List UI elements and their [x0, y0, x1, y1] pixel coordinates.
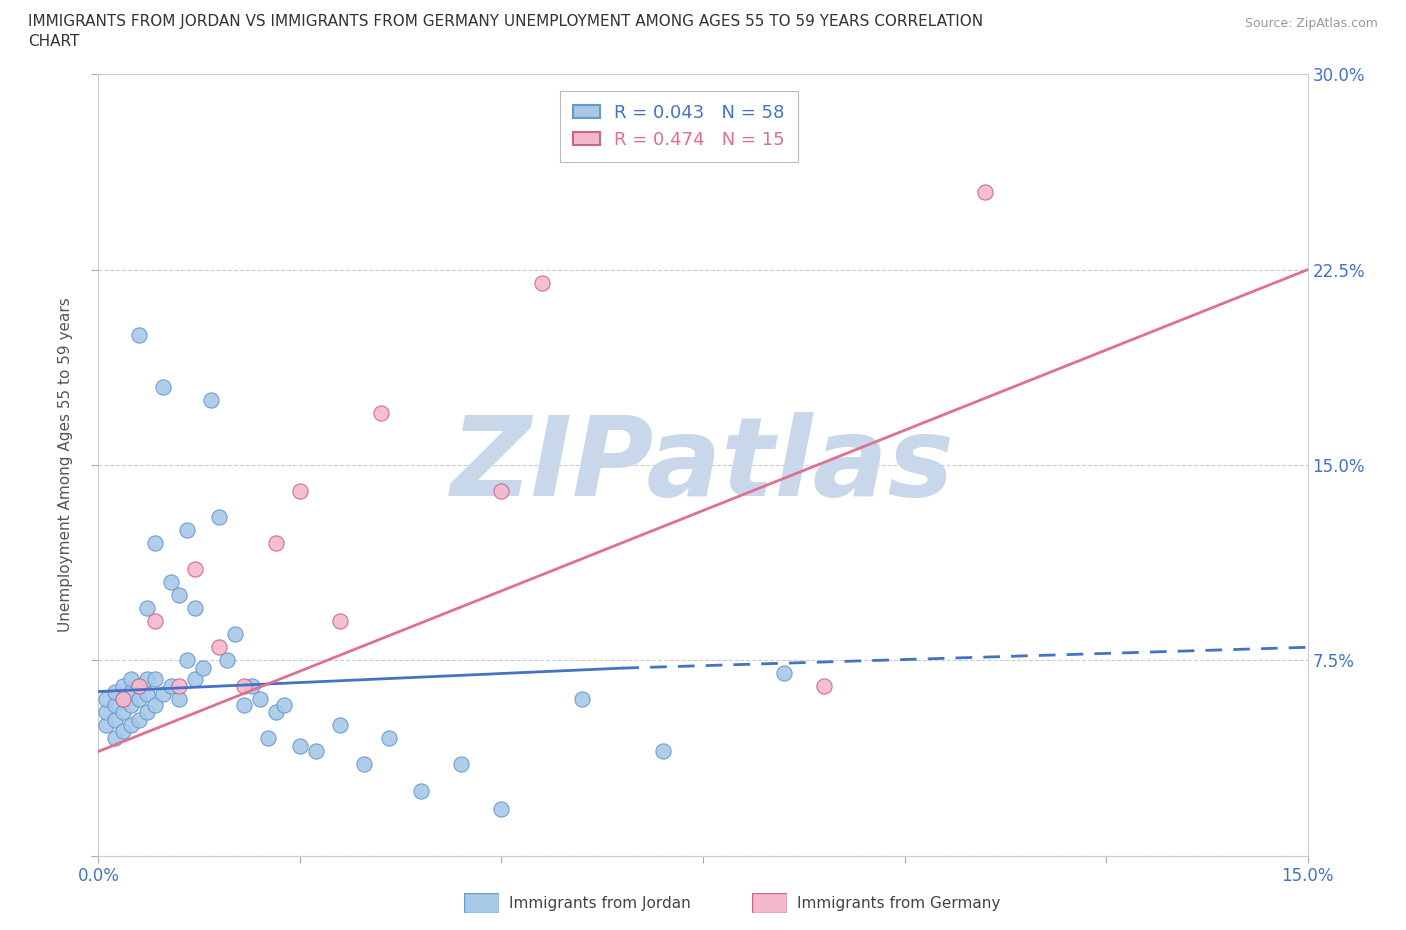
- Y-axis label: Unemployment Among Ages 55 to 59 years: Unemployment Among Ages 55 to 59 years: [58, 298, 73, 632]
- Point: [232, 698, 254, 712]
- Point: [120, 684, 142, 699]
- Point: [128, 679, 150, 694]
- Point: [240, 679, 263, 694]
- Text: Immigrants from Jordan: Immigrants from Jordan: [509, 897, 690, 911]
- Point: [264, 705, 287, 720]
- Point: [143, 671, 166, 686]
- Point: [184, 601, 207, 616]
- Point: [491, 484, 513, 498]
- Point: [571, 692, 593, 707]
- Point: [370, 405, 392, 420]
- Point: [128, 692, 150, 707]
- Point: [103, 684, 125, 699]
- Text: CHART: CHART: [28, 34, 80, 49]
- Point: [160, 575, 183, 590]
- Point: [120, 718, 142, 733]
- Text: IMMIGRANTS FROM JORDAN VS IMMIGRANTS FROM GERMANY UNEMPLOYMENT AMONG AGES 55 TO : IMMIGRANTS FROM JORDAN VS IMMIGRANTS FRO…: [28, 14, 983, 29]
- Point: [377, 731, 399, 746]
- Point: [273, 698, 295, 712]
- Text: Immigrants from Germany: Immigrants from Germany: [797, 897, 1001, 911]
- Point: [103, 698, 125, 712]
- Point: [111, 692, 134, 707]
- Point: [167, 588, 190, 603]
- Point: [184, 671, 207, 686]
- Point: [232, 679, 254, 694]
- Point: [217, 653, 239, 668]
- Point: [193, 660, 215, 675]
- Point: [184, 562, 207, 577]
- Point: [103, 712, 125, 727]
- Point: [256, 731, 278, 746]
- Point: [120, 671, 142, 686]
- Point: [135, 686, 157, 701]
- Point: [353, 757, 375, 772]
- Point: [167, 679, 190, 694]
- Point: [111, 724, 134, 738]
- Point: [530, 275, 553, 290]
- Point: [974, 184, 997, 199]
- Point: [120, 698, 142, 712]
- Point: [135, 601, 157, 616]
- Point: [288, 738, 311, 753]
- Legend: R = 0.043   N = 58, R = 0.474   N = 15: R = 0.043 N = 58, R = 0.474 N = 15: [560, 91, 797, 162]
- Point: [152, 379, 174, 394]
- Point: [96, 718, 118, 733]
- Point: [152, 686, 174, 701]
- Point: [813, 679, 835, 694]
- Point: [176, 653, 198, 668]
- Point: [772, 666, 794, 681]
- Point: [200, 392, 222, 407]
- Point: [128, 327, 150, 342]
- Point: [491, 802, 513, 817]
- Point: [288, 484, 311, 498]
- Point: [329, 718, 352, 733]
- Point: [208, 510, 231, 525]
- Point: [96, 705, 118, 720]
- Point: [111, 692, 134, 707]
- Point: [450, 757, 472, 772]
- Point: [143, 614, 166, 629]
- Point: [143, 536, 166, 551]
- Point: [249, 692, 271, 707]
- Point: [329, 614, 352, 629]
- Point: [135, 671, 157, 686]
- Point: [111, 679, 134, 694]
- Point: [224, 627, 246, 642]
- Point: [167, 692, 190, 707]
- Point: [103, 731, 125, 746]
- Point: [264, 536, 287, 551]
- Point: [409, 783, 432, 798]
- Point: [305, 744, 328, 759]
- Point: [128, 712, 150, 727]
- Text: ZIPatlas: ZIPatlas: [451, 411, 955, 519]
- Point: [128, 679, 150, 694]
- Point: [96, 692, 118, 707]
- Point: [176, 523, 198, 538]
- Point: [651, 744, 673, 759]
- Point: [160, 679, 183, 694]
- Point: [135, 705, 157, 720]
- Point: [111, 705, 134, 720]
- Point: [208, 640, 231, 655]
- Point: [143, 698, 166, 712]
- Text: Source: ZipAtlas.com: Source: ZipAtlas.com: [1244, 17, 1378, 30]
